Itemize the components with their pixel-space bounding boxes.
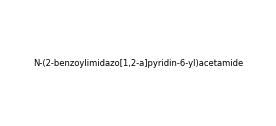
Text: N-(2-benzoylimidazo[1,2-a]pyridin-6-yl)acetamide: N-(2-benzoylimidazo[1,2-a]pyridin-6-yl)a…	[33, 58, 243, 68]
